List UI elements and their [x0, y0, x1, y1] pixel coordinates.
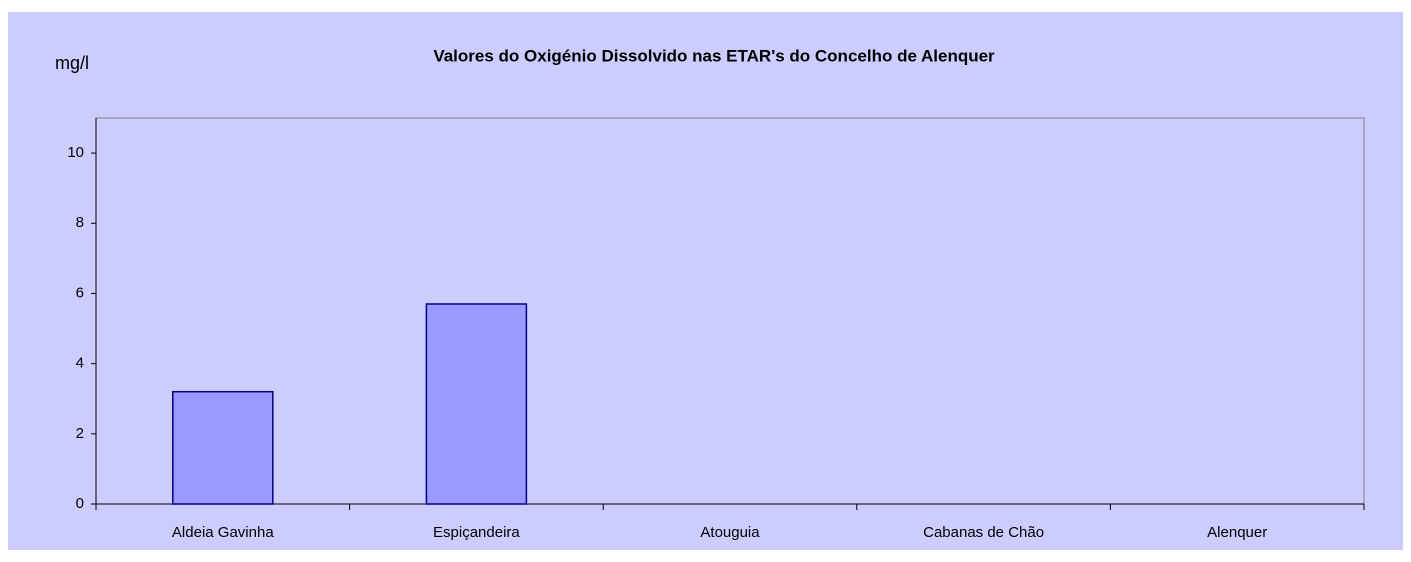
y-tick-label: 8 — [76, 214, 84, 231]
bar — [172, 390, 274, 505]
y-axis-label: mg/l — [55, 53, 89, 73]
plot-area — [95, 117, 1365, 505]
bar — [425, 303, 528, 505]
x-tick-label: Cabanas de Chão — [923, 524, 1044, 541]
y-tick-label: 4 — [76, 355, 84, 372]
x-tick-label: Alenquer — [1207, 524, 1267, 541]
y-tick-label: 2 — [76, 425, 84, 442]
x-tick-label: Espiçandeira — [433, 524, 520, 541]
chart-title: Valores do Oxigénio Dissolvido nas ETAR'… — [433, 46, 995, 65]
x-tick-label: Atouguia — [700, 524, 760, 541]
y-tick-label: 0 — [76, 495, 84, 512]
y-tick-label: 10 — [67, 144, 84, 161]
x-tick-label: Aldeia Gavinha — [172, 524, 274, 541]
y-tick-label: 6 — [76, 284, 84, 301]
